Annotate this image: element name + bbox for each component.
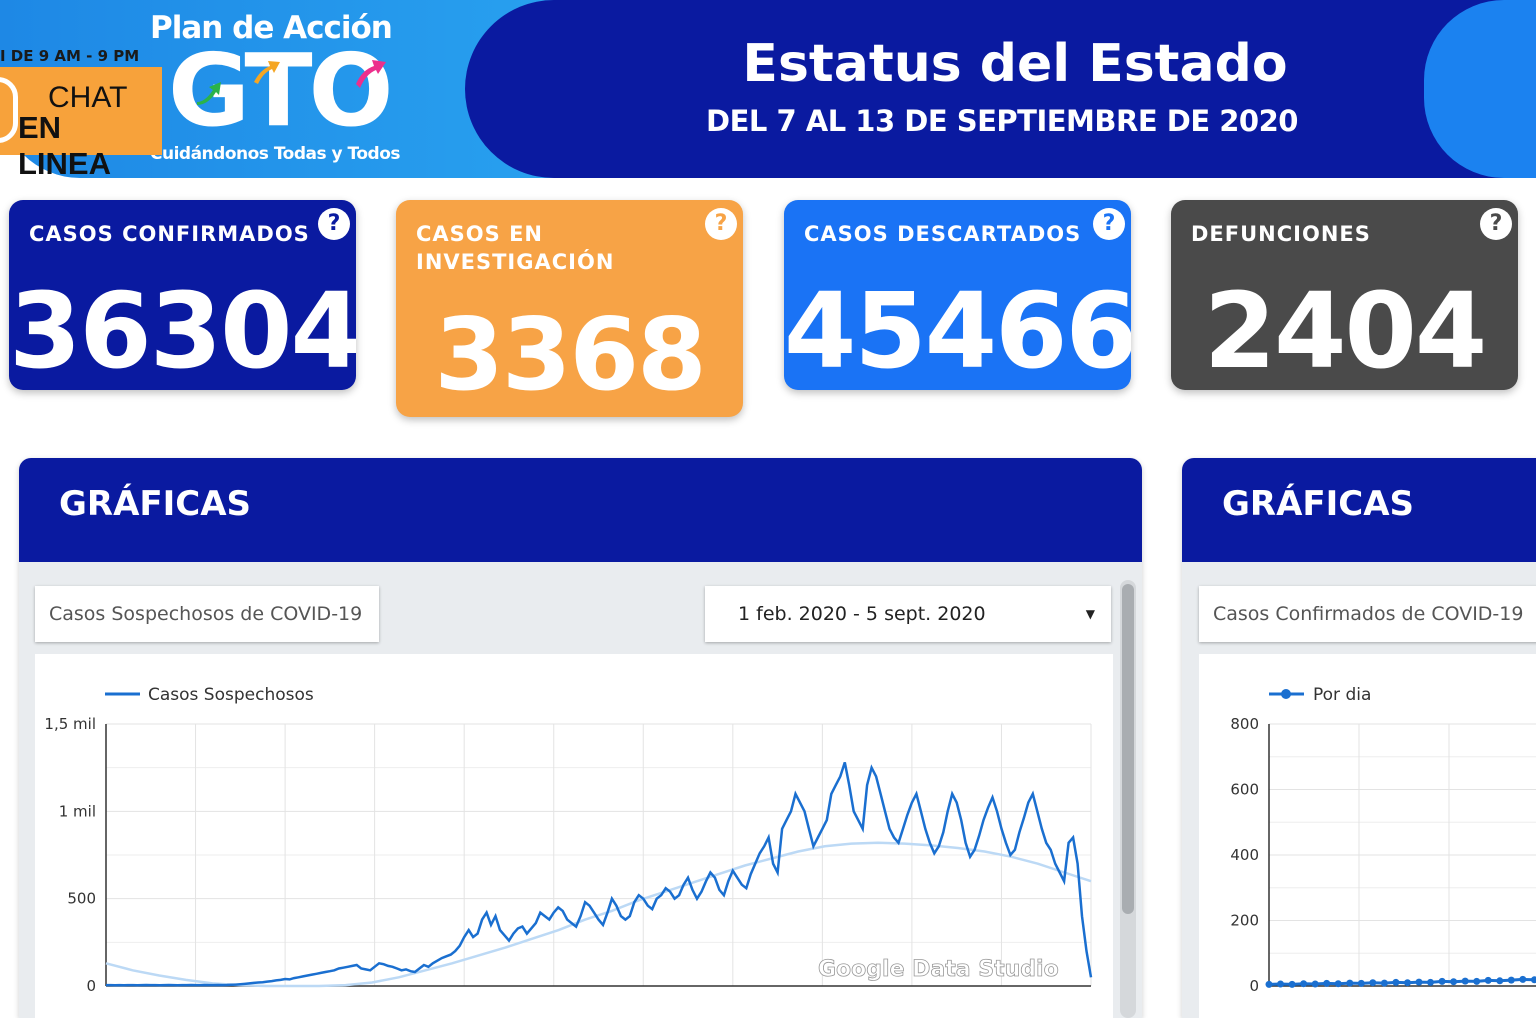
chat-online-button[interactable]: CHAT EN LINEA <box>0 67 162 181</box>
data-point <box>1473 977 1481 985</box>
help-icon[interactable]: ? <box>318 208 350 240</box>
card-value: 45466 <box>784 270 1131 390</box>
graphs-panel-right: GRÁFICAS Casos Confirmados de COVID-19 P… <box>1182 458 1536 1018</box>
status-subtitle: DEL 7 AL 13 DE SEPTIEMBRE DE 2020 <box>706 104 1298 138</box>
banner-dark-area <box>465 0 1536 178</box>
confirmed-cases-svg: Por dia 0 200 400 600 800 <box>1230 685 1536 995</box>
data-point <box>1461 977 1469 985</box>
card-label: CASOS DESCARTADOS <box>804 222 1082 246</box>
chart-title-box: Casos Confirmados de COVID-19 <box>1199 586 1536 642</box>
chat-bubble-icon <box>0 77 18 143</box>
card-label: CASOS EN INVESTIGACIÓN <box>416 222 615 274</box>
panel-title: GRÁFICAS <box>59 484 252 524</box>
data-point <box>1380 979 1388 987</box>
y-tick-label: 800 <box>1230 715 1259 733</box>
suspected-cases-svg: Casos Sospechosos 0 500 1 mil 1,5 mil Googl… <box>44 685 1093 995</box>
green-arrow-icon <box>197 82 221 105</box>
pink-arrow-icon <box>356 60 386 88</box>
data-point <box>1357 979 1365 987</box>
confirmed-cases-chart: Por dia 0 200 400 600 800 <box>1199 654 1536 1018</box>
suspected-cases-chart: Casos Sospechosos 0 500 1 mil 1,5 mil Googl… <box>35 654 1113 1018</box>
data-point <box>1346 979 1354 987</box>
data-point <box>1311 980 1319 988</box>
suspected-cases-line <box>106 762 1093 987</box>
data-point <box>1415 978 1423 986</box>
data-point <box>1404 979 1411 987</box>
chat-label-line2: EN LINEA <box>18 110 111 181</box>
chart-scrollbar[interactable] <box>1120 580 1136 1018</box>
logo-title: Plan de Acción <box>150 10 393 46</box>
scroll-thumb[interactable] <box>1122 584 1134 914</box>
watermark: Google Data Studio <box>818 957 1059 982</box>
legend-label: Casos Sospechosos <box>148 685 314 705</box>
data-point <box>1484 976 1492 984</box>
data-point <box>1300 980 1308 988</box>
daily-cases-line <box>1268 977 1536 986</box>
card-confirmed: CASOS CONFIRMADOS 36304 ? <box>9 200 356 390</box>
logo-subtitle: Cuidándonos Todas y Todos <box>150 144 401 164</box>
data-point <box>1265 980 1273 988</box>
data-point <box>1277 980 1284 988</box>
data-point <box>1323 979 1331 987</box>
panel-header: GRÁFICAS <box>19 458 1142 562</box>
data-point <box>1334 980 1342 988</box>
card-value: 36304 <box>9 270 356 390</box>
data-point <box>1438 977 1446 985</box>
card-label: DEFUNCIONES <box>1191 222 1371 246</box>
card-value: 3368 <box>434 296 706 413</box>
y-tick-label: 0 <box>86 977 96 995</box>
card-investigation: CASOS EN INVESTIGACIÓN 3368 ? <box>396 200 743 417</box>
card-deaths: DEFUNCIONES 2404 ? <box>1171 200 1518 390</box>
card-label: CASOS CONFIRMADOS <box>29 222 310 246</box>
card-discarded: CASOS DESCARTADOS 45466 ? <box>784 200 1131 390</box>
logo-gto: GTO <box>168 32 394 149</box>
help-icon[interactable]: ? <box>1093 208 1125 240</box>
trend-line <box>105 841 1092 988</box>
card-value: 2404 <box>1203 270 1487 390</box>
dropdown-arrow-icon: ▼ <box>1085 607 1095 621</box>
data-point <box>1530 976 1536 984</box>
panel-header: GRÁFICAS <box>1182 458 1536 562</box>
data-point <box>1496 977 1504 985</box>
chat-hours-text: I DE 9 AM - 9 PM <box>0 47 140 65</box>
banner-right-shape <box>1424 0 1536 178</box>
y-tick-label: 400 <box>1230 846 1259 864</box>
graphs-panel-left: GRÁFICAS Casos Sospechosos de COVID-19 1… <box>19 458 1142 1018</box>
y-tick-label: 1 mil <box>59 802 96 820</box>
legend-point-swatch <box>1281 689 1291 699</box>
data-point <box>1507 976 1515 984</box>
data-point <box>1519 975 1527 983</box>
help-icon[interactable]: ? <box>1480 208 1512 240</box>
date-range-selector[interactable]: 1 feb. 2020 - 5 sept. 2020 ▼ <box>705 586 1111 642</box>
status-title: Estatus del Estado <box>742 34 1288 94</box>
orange-arrow-icon <box>254 61 280 84</box>
data-point <box>1450 978 1458 986</box>
help-icon[interactable]: ? <box>705 208 737 240</box>
chart-title-box: Casos Sospechosos de COVID-19 <box>35 586 379 642</box>
panel-title: GRÁFICAS <box>1222 484 1415 524</box>
data-point <box>1392 978 1400 986</box>
header-banner: Plan de Acción GTO Cuidándonos Todas y T… <box>0 0 1536 181</box>
y-tick-label: 1,5 mil <box>44 715 96 733</box>
legend-label: Por dia <box>1313 685 1371 705</box>
y-tick-label: 0 <box>1249 977 1259 995</box>
data-point <box>1427 978 1434 986</box>
chat-label-line1: CHAT <box>48 81 128 114</box>
date-range-value: 1 feb. 2020 - 5 sept. 2020 <box>738 603 986 625</box>
data-point <box>1369 979 1377 987</box>
y-tick-label: 500 <box>67 890 96 908</box>
y-tick-label: 600 <box>1230 781 1259 799</box>
data-point <box>1288 980 1296 988</box>
y-tick-label: 200 <box>1230 912 1259 930</box>
